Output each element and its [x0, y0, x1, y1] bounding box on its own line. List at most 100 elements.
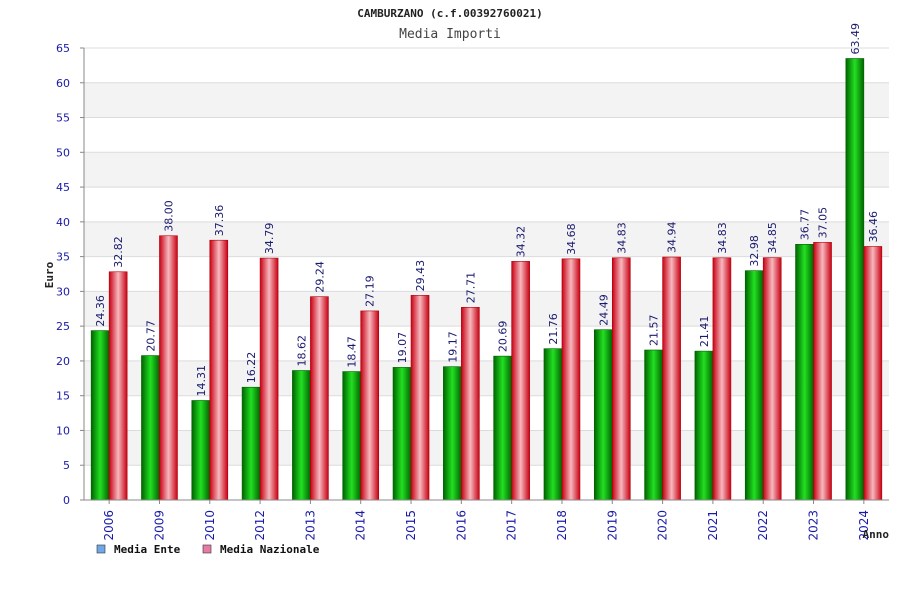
- x-tick-label: 2010: [203, 510, 217, 541]
- y-tick-label: 40: [56, 216, 70, 229]
- bar-media-ente: [443, 366, 462, 501]
- x-tick-label: 2021: [706, 510, 720, 541]
- x-tick-label: 2009: [152, 510, 166, 541]
- bar-media-ente: [644, 349, 663, 501]
- x-tick-label: 2017: [505, 510, 519, 541]
- x-tick-label: 2022: [756, 510, 770, 541]
- data-label: 21.57: [648, 315, 661, 347]
- y-tick-label: 5: [63, 459, 70, 472]
- y-axis-label: Euro: [43, 261, 56, 288]
- data-label: 34.68: [565, 223, 578, 255]
- data-label: 24.49: [597, 294, 610, 326]
- data-label: 27.19: [364, 275, 377, 307]
- plot-band: [84, 117, 889, 153]
- data-label: 20.69: [497, 321, 510, 353]
- x-tick-label: 2020: [656, 510, 670, 541]
- x-axis-label: Anno: [863, 528, 890, 541]
- legend-label-media-nazionale: Media Nazionale: [220, 543, 320, 556]
- plot-band: [84, 187, 889, 222]
- bar-media-nazionale: [813, 242, 832, 501]
- bar-media-nazionale: [561, 258, 581, 501]
- bar-media-nazionale: [662, 256, 681, 501]
- legend-swatch-media-ente: [96, 544, 106, 554]
- x-tick-label: 2013: [303, 510, 317, 541]
- bar-media-nazionale: [360, 310, 380, 501]
- x-tick-label: 2012: [253, 510, 267, 541]
- data-label: 16.22: [245, 352, 258, 384]
- x-tick-label: 2006: [102, 510, 116, 541]
- bar-media-ente: [694, 350, 714, 501]
- x-tick-label: 2015: [404, 510, 418, 541]
- legend: Media Ente Media Nazionale: [96, 543, 320, 556]
- data-label: 34.94: [666, 222, 679, 254]
- data-label: 63.49: [849, 23, 862, 55]
- data-label: 18.47: [346, 336, 359, 368]
- data-label: 36.77: [799, 209, 812, 241]
- x-tick-label: 2018: [555, 510, 569, 541]
- data-label: 18.62: [295, 335, 308, 367]
- bar-media-nazionale: [410, 295, 430, 501]
- bar-media-nazionale: [762, 257, 782, 501]
- bar-media-nazionale: [461, 307, 480, 501]
- y-tick-label: 65: [56, 42, 70, 55]
- bar-media-nazionale: [259, 257, 279, 501]
- data-label: 19.07: [396, 332, 409, 364]
- data-label: 29.24: [313, 261, 326, 293]
- y-tick-label: 10: [56, 424, 70, 437]
- plot-band: [84, 48, 889, 83]
- x-tick-label: 2024: [857, 510, 871, 541]
- bar-media-ente: [744, 270, 764, 501]
- x-tick-labels: 2006 2009 2010 2012 2013 2014 2015 2016 2017 2018…: [102, 510, 871, 541]
- data-label: 20.77: [144, 320, 157, 352]
- data-label: 34.79: [263, 223, 276, 255]
- y-tick-label: 0: [63, 494, 70, 507]
- bar-media-nazionale: [159, 235, 178, 501]
- y-tick-labels: 0 5 10 15 20 25 30 35 40 45 50 55 60 65: [56, 42, 70, 507]
- data-label: 14.31: [195, 365, 208, 397]
- bar-media-ente: [392, 367, 412, 501]
- y-tick-label: 55: [56, 112, 70, 125]
- bars: [90, 58, 883, 501]
- bar-media-nazionale: [611, 257, 631, 501]
- y-tick-label: 25: [56, 320, 70, 333]
- bar-media-ente: [90, 330, 110, 501]
- data-label: 32.82: [112, 236, 125, 268]
- data-label: 27.71: [464, 272, 477, 304]
- x-tick-label: 2016: [454, 510, 468, 541]
- legend-swatch-media-nazionale: [202, 544, 212, 554]
- legend-label-media-ente: Media Ente: [114, 543, 181, 556]
- bar-media-ente: [241, 386, 261, 501]
- data-label: 34.85: [766, 222, 779, 254]
- x-tick-label: 2023: [807, 510, 821, 541]
- data-label: 19.17: [446, 331, 459, 363]
- data-label: 24.36: [94, 295, 107, 327]
- chart-subtitle: Media Importi: [399, 27, 501, 42]
- data-label: 29.43: [414, 260, 427, 292]
- data-label: 21.76: [547, 313, 560, 345]
- bar-media-nazionale: [310, 296, 329, 501]
- bar-media-ente: [543, 348, 563, 501]
- data-label: 32.98: [748, 235, 761, 267]
- x-tick-label: 2014: [354, 510, 368, 541]
- y-tick-label: 30: [56, 285, 70, 298]
- bar-media-nazionale: [863, 246, 883, 501]
- bar-media-ente: [845, 58, 865, 501]
- bar-media-ente: [593, 329, 613, 501]
- y-tick-label: 60: [56, 77, 70, 90]
- data-labels: 24.36 32.82 20.77 38.00 14.31 37.36 16.22 34.79…: [94, 23, 880, 396]
- data-label: 37.36: [213, 205, 226, 237]
- y-tick-label: 45: [56, 181, 70, 194]
- axes: [83, 48, 889, 504]
- plot-band: [84, 82, 889, 118]
- y-tick-label: 15: [56, 390, 70, 403]
- plot-band: [84, 152, 889, 188]
- data-label: 34.83: [716, 222, 729, 254]
- bar-media-nazionale: [108, 271, 128, 501]
- bar-media-ente: [493, 355, 512, 501]
- chart-title: CAMBURZANO (c.f.00392760021): [357, 7, 542, 20]
- data-label: 34.83: [615, 222, 628, 254]
- bar-media-nazionale: [209, 239, 229, 501]
- x-tick-label: 2019: [605, 510, 619, 541]
- bar-media-ente: [342, 371, 362, 501]
